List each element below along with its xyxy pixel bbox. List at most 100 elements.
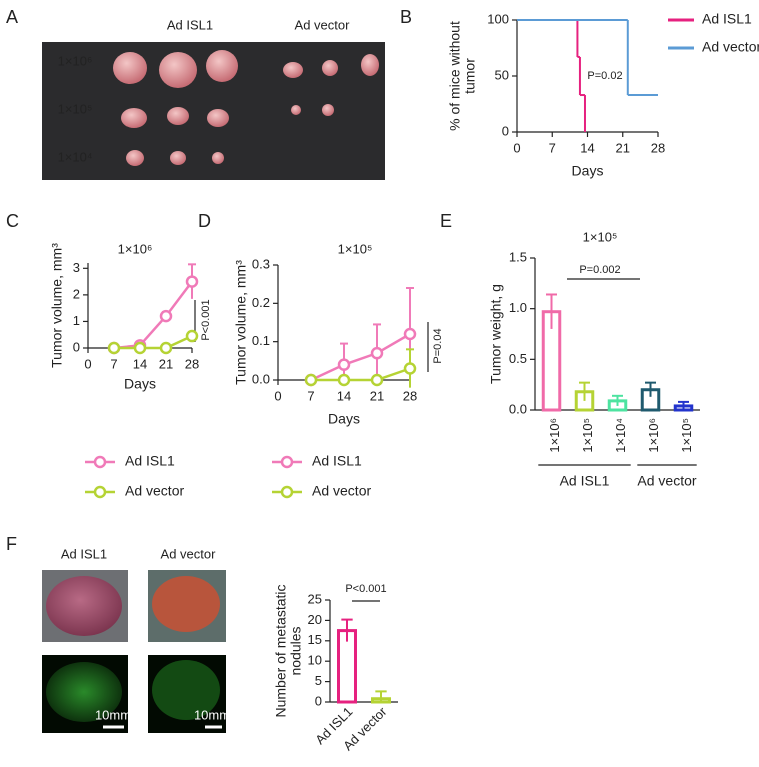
x-tick-label: 0 (84, 356, 91, 371)
x-tick-label: 0 (513, 140, 520, 155)
y-tick-label: 1.5 (509, 249, 527, 264)
marker (337, 373, 351, 387)
marker (403, 327, 417, 341)
tumors (113, 50, 379, 166)
marker (159, 341, 173, 355)
series-line (311, 367, 411, 382)
y-axis-label: % of mice without (447, 21, 463, 131)
x-tick-label: 1×10⁶ (547, 418, 562, 453)
row-label: 1×10⁵ (58, 101, 93, 116)
scale-label: 10mm (95, 707, 131, 722)
y-tick-label: 0.3 (252, 256, 270, 271)
x-tick-label: 1×10⁵ (580, 418, 595, 453)
legend-label: Ad vector (312, 483, 371, 499)
legend-marker (280, 455, 294, 469)
panel-label: D (198, 211, 211, 231)
y-tick-label: 0 (315, 693, 322, 708)
panel-label: B (400, 7, 412, 27)
y-tick-label: 1.0 (509, 300, 527, 315)
chart-title: 1×10⁵ (338, 241, 373, 256)
marker (185, 329, 199, 343)
marker (403, 362, 417, 375)
y-tick-label: 25 (308, 591, 322, 606)
y-tick-label: 0.0 (252, 371, 270, 386)
x-tick-label: 21 (616, 140, 630, 155)
legend-label: Ad ISL1 (312, 453, 362, 469)
x-tick-label: 1×10⁶ (646, 418, 661, 453)
x-axis-label: Days (572, 163, 604, 179)
x-tick-label: 28 (403, 388, 417, 403)
y-tick-label: 100 (487, 11, 509, 26)
group-label: Ad ISL1 (560, 473, 610, 489)
x-tick-label: 7 (307, 388, 314, 403)
y-tick-label: 0.5 (509, 351, 527, 366)
annotation: P=0.04 (432, 328, 444, 363)
y-axis-label: Tumor weight, g (488, 284, 504, 384)
legend-marker (93, 485, 107, 499)
series-line (310, 332, 411, 382)
y-axis-label: Tumor volume, mm³ (233, 260, 249, 385)
x-tick-label: 14 (580, 140, 594, 155)
marker (133, 341, 147, 355)
column-label: Ad vector (295, 17, 351, 32)
y-tick-label: 10 (308, 653, 322, 668)
y-tick-label: 15 (308, 632, 322, 647)
y-axis-label: Number of metastatic (273, 584, 289, 717)
y-tick-label: 1 (73, 313, 80, 328)
row-label: 1×10⁶ (58, 53, 93, 68)
x-tick-label: 21 (159, 356, 173, 371)
legend-label: Ad vector (125, 483, 184, 499)
annotation: P=0.02 (587, 70, 622, 82)
y-tick-label: 0 (502, 123, 509, 138)
x-axis-label: Days (328, 411, 360, 427)
lung (46, 576, 122, 636)
chart-title: 1×10⁵ (583, 229, 618, 244)
annotation: P<0.001 (345, 583, 386, 595)
x-tick-label: 1×10⁴ (613, 418, 628, 453)
series-line (113, 280, 193, 350)
marker (304, 373, 318, 387)
marker (370, 346, 384, 360)
x-tick-label: 1×10⁵ (679, 418, 694, 453)
column-label: Ad vector (161, 546, 217, 561)
y-tick-label: 3 (73, 260, 80, 275)
fluorescence (46, 662, 122, 722)
marker (159, 309, 173, 323)
x-tick-label: 14 (133, 356, 147, 371)
y-tick-label: 2 (73, 286, 80, 301)
y-axis-label: Tumor volume, mm³ (49, 243, 65, 368)
annotation: P<0.001 (200, 299, 212, 340)
x-tick-label: 14 (337, 388, 351, 403)
legend-label: Ad ISL1 (702, 11, 752, 27)
legend-marker (93, 455, 107, 469)
y-tick-label: 0 (73, 339, 80, 354)
column-label: Ad ISL1 (61, 546, 107, 561)
y-axis-label: tumor (462, 58, 478, 94)
y-tick-label: 50 (495, 67, 509, 82)
x-tick-label: 28 (651, 140, 665, 155)
annotation: P=0.002 (579, 264, 620, 276)
panel-label: A (6, 7, 18, 27)
row-label: 1×10⁴ (58, 149, 93, 164)
marker (185, 275, 199, 288)
y-tick-label: 0.0 (509, 401, 527, 416)
panel-label: C (6, 211, 19, 231)
lung (152, 576, 220, 632)
y-tick-label: 0.2 (252, 295, 270, 310)
y-tick-label: 20 (308, 612, 322, 627)
legend-label: Ad ISL1 (125, 453, 175, 469)
y-tick-label: 0.1 (252, 333, 270, 348)
marker (370, 373, 384, 387)
legend-label: Ad vector (702, 39, 759, 55)
legend-marker (280, 485, 294, 499)
panel-label: E (440, 211, 452, 231)
marker (107, 341, 121, 355)
chart-title: 1×10⁶ (118, 241, 153, 256)
x-tick-label: 28 (185, 356, 199, 371)
x-axis-label: Days (124, 376, 156, 392)
x-tick-label: 0 (274, 388, 281, 403)
y-axis-label: nodules (288, 626, 304, 675)
x-tick-label: 21 (370, 388, 384, 403)
group-label: Ad vector (637, 473, 696, 489)
column-label: Ad ISL1 (167, 17, 213, 32)
